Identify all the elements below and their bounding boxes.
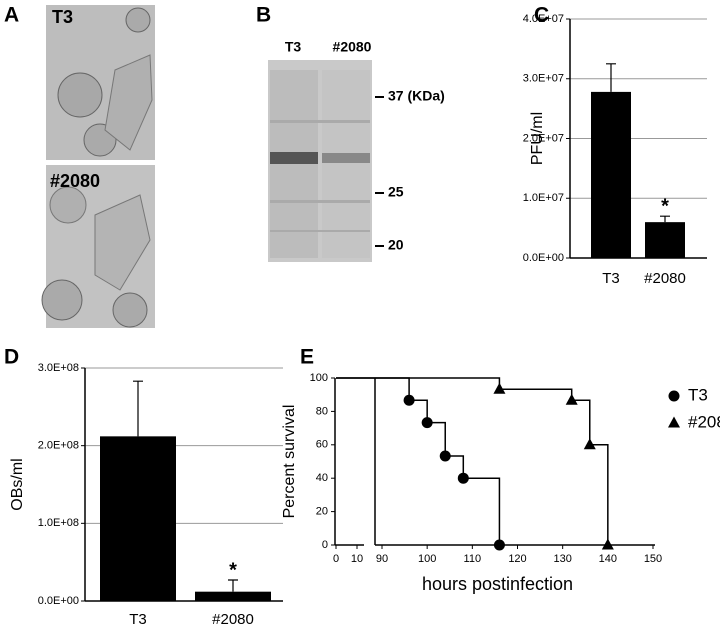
x-tick-label: 10 [351,553,363,565]
y-tick-label: 40 [316,472,328,484]
marker [493,539,505,551]
error-bar [660,215,670,223]
marker [583,438,596,450]
x-axis-title: hours postinfection [422,574,573,594]
lane-label: T3 [285,39,302,55]
micrograph [46,5,155,160]
lane-label: #2080 [333,39,372,55]
bar [195,591,271,601]
y-tick-label: 1.0E+07 [523,192,564,204]
panel-letter: D [4,346,19,369]
y-tick-label: 100 [310,372,328,384]
panel-letter: B [256,4,271,27]
marker [493,382,506,394]
y-axis-title: PFU/ml [529,112,546,165]
panel-letter: C [534,4,549,27]
x-tick-label: 130 [553,553,571,565]
x-tick-label: 150 [644,553,662,565]
y-tick-label: 0.0E+00 [523,252,564,264]
marker [565,393,578,405]
y-tick-label: 0.0E+00 [38,595,79,607]
image-label: T3 [52,7,73,27]
marker [668,416,680,428]
y-tick-label: 3.0E+08 [38,362,79,374]
y-tick-label: 20 [316,506,328,518]
y-tick-label: 2.0E+07 [523,132,564,144]
x-tick-label: T3 [129,611,147,628]
panel-letter: E [300,346,314,369]
x-tick-label: T3 [602,270,620,287]
marker [668,390,680,402]
y-tick-label: 0 [322,539,328,551]
size-marker: 20 [388,237,404,253]
x-tick-label: 90 [376,553,388,565]
x-tick-label: 0 [333,553,339,565]
legend-label: T3 [688,385,708,404]
x-tick-label: #2080 [644,270,686,287]
significance: * [229,559,237,581]
x-tick-label: #2080 [212,611,254,628]
image-label: #2080 [50,171,100,191]
y-tick-label: 60 [316,439,328,451]
y-axis-title: OBs/ml [9,458,26,510]
bar [645,222,685,258]
marker [439,450,451,462]
y-tick-label: 1.0E+08 [38,517,79,529]
error-bar [133,380,143,437]
y-tick-label: 4.0E+07 [523,13,564,25]
micrograph [41,165,155,328]
size-marker: 37 (KDa) [388,88,445,104]
gel-image [268,60,372,262]
y-tick-label: 2.0E+08 [38,440,79,452]
y-tick-label: 3.0E+07 [523,73,564,85]
y-tick-label: 80 [316,405,328,417]
y-axis-title: Percent survival [281,405,298,519]
x-tick-label: 140 [599,553,617,565]
marker [457,472,469,484]
marker [601,538,614,550]
x-tick-label: 110 [464,553,482,565]
x-tick-label: 120 [508,553,526,565]
legend-label: #2080 [688,412,720,431]
error-bar [606,63,616,92]
size-marker: 25 [388,184,404,200]
marker [421,417,433,429]
x-tick-label: 100 [418,553,436,565]
panel-letter: A [4,4,19,27]
marker [403,394,415,406]
significance: * [661,195,669,217]
bar [591,91,631,259]
error-bar [228,579,238,592]
bar [100,436,176,601]
survival-line [336,377,501,545]
